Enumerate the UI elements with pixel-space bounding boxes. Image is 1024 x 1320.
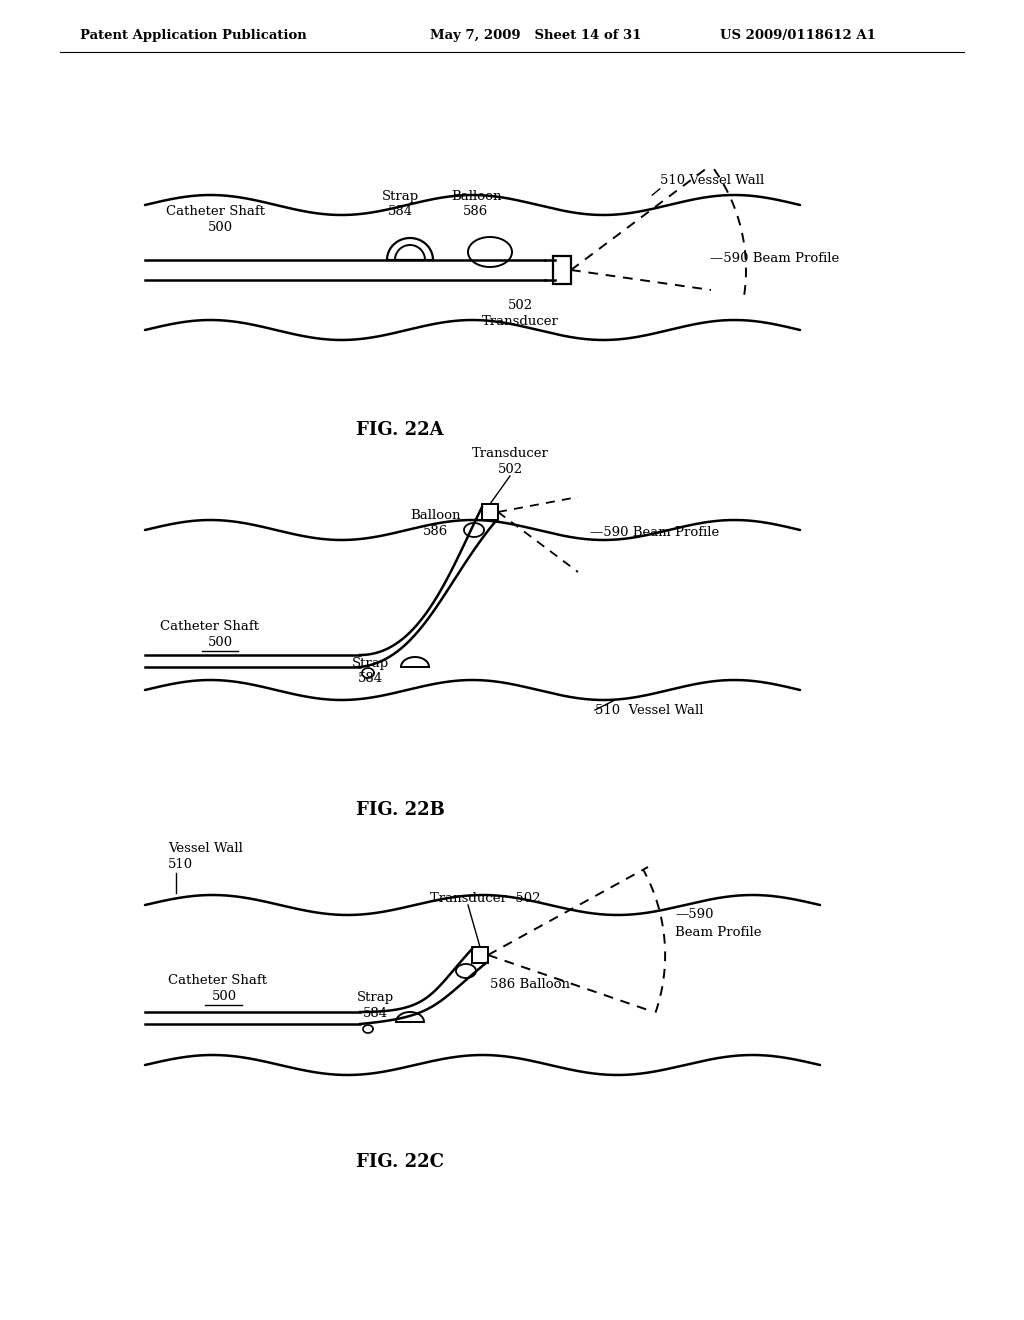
Text: Balloon: Balloon: [451, 190, 502, 203]
Text: FIG. 22B: FIG. 22B: [355, 801, 444, 818]
Bar: [472, 946, 488, 964]
Text: 584: 584: [357, 672, 383, 685]
Text: Strap: Strap: [381, 190, 419, 203]
Text: Transducer  502: Transducer 502: [430, 892, 541, 906]
Bar: [553, 256, 571, 284]
Text: 500: 500: [208, 636, 232, 649]
Text: Balloon: Balloon: [410, 510, 460, 521]
Text: Beam Profile: Beam Profile: [675, 925, 762, 939]
Text: 584: 584: [362, 1007, 387, 1020]
Text: FIG. 22A: FIG. 22A: [356, 421, 443, 440]
Text: 500: 500: [208, 220, 232, 234]
Text: Strap: Strap: [356, 991, 393, 1005]
Text: 510: 510: [168, 858, 194, 871]
Text: Catheter Shaft: Catheter Shaft: [166, 205, 264, 218]
Text: Catheter Shaft: Catheter Shaft: [169, 974, 267, 987]
Text: 502: 502: [508, 300, 532, 312]
Text: Catheter Shaft: Catheter Shaft: [161, 620, 259, 634]
Text: FIG. 22C: FIG. 22C: [356, 1152, 444, 1171]
Text: 586: 586: [422, 525, 447, 539]
Text: May 7, 2009   Sheet 14 of 31: May 7, 2009 Sheet 14 of 31: [430, 29, 641, 41]
Text: 584: 584: [387, 205, 413, 218]
Text: 500: 500: [211, 990, 237, 1003]
Text: Transducer: Transducer: [481, 315, 558, 327]
Text: —590 Beam Profile: —590 Beam Profile: [710, 252, 840, 264]
Bar: [482, 504, 498, 520]
Text: —590: —590: [675, 908, 714, 921]
Text: Patent Application Publication: Patent Application Publication: [80, 29, 307, 41]
Text: 586: 586: [464, 205, 488, 218]
Text: Strap: Strap: [351, 657, 388, 671]
Text: 510  Vessel Wall: 510 Vessel Wall: [595, 704, 703, 717]
Text: Vessel Wall: Vessel Wall: [168, 842, 243, 855]
Text: US 2009/0118612 A1: US 2009/0118612 A1: [720, 29, 876, 41]
Text: 586 Balloon: 586 Balloon: [490, 978, 570, 991]
Text: —590 Beam Profile: —590 Beam Profile: [590, 525, 719, 539]
Text: 510 Vessel Wall: 510 Vessel Wall: [660, 174, 764, 187]
Text: 502: 502: [498, 463, 522, 477]
Text: Transducer: Transducer: [472, 447, 549, 459]
